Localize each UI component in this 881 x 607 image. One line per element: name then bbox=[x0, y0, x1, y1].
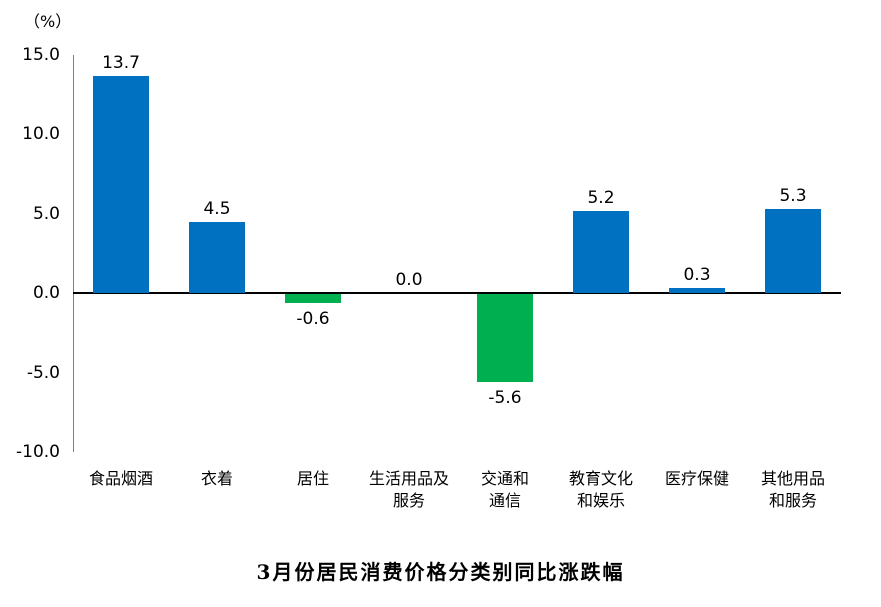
y-tick-label: -10.0 bbox=[16, 442, 60, 462]
x-category-label: 居住 bbox=[296, 469, 329, 488]
bar-居住 bbox=[285, 294, 341, 303]
bar-交通和通信 bbox=[477, 294, 533, 383]
bar-其他用品和服务 bbox=[765, 209, 821, 294]
x-axis-zero-line bbox=[73, 292, 841, 295]
bar-教育文化和娱乐 bbox=[573, 210, 629, 294]
bar-value-label: -5.6 bbox=[488, 388, 522, 409]
bar-value-label: 0.3 bbox=[683, 265, 711, 286]
bar-value-label: -0.6 bbox=[296, 308, 330, 329]
bar-value-label: 4.5 bbox=[203, 198, 231, 219]
x-category-label: 其他用品 和服务 bbox=[760, 469, 825, 510]
x-category-label: 食品烟酒 bbox=[88, 469, 153, 488]
plot-area: 13.7 食品烟酒 4.5 衣着 -0.6 居住 0.0 生活用品及 服务 -5.6 交通和 通信 5.… bbox=[73, 52, 841, 510]
y-tick-label: -5.0 bbox=[26, 362, 60, 383]
bar-食品烟酒 bbox=[93, 75, 149, 294]
bar-value-label: 5.3 bbox=[779, 186, 807, 207]
y-tick-label: 10.0 bbox=[22, 124, 60, 145]
y-tick-label: 15.0 bbox=[22, 45, 60, 65]
y-axis-line bbox=[73, 55, 74, 452]
x-category-label: 衣着 bbox=[200, 469, 233, 488]
x-category-label: 生活用品及 服务 bbox=[368, 469, 449, 510]
x-category-label: 教育文化 和娱乐 bbox=[568, 469, 633, 510]
x-category-label: 医疗保健 bbox=[664, 469, 729, 488]
y-tick-label: 5.0 bbox=[32, 203, 60, 224]
y-tick-label: 0.0 bbox=[32, 283, 60, 304]
bar-value-label: 13.7 bbox=[102, 52, 140, 73]
x-category-label: 交通和 通信 bbox=[480, 469, 529, 510]
chart-title: 3月份居民消费价格分类别同比涨跌幅 bbox=[256, 560, 625, 584]
bar-value-label: 0.0 bbox=[395, 270, 423, 291]
bar-value-label: 5.2 bbox=[587, 187, 615, 208]
bar-医疗保健 bbox=[669, 288, 725, 294]
y-axis-unit-label: （%） bbox=[24, 12, 72, 31]
bar-衣着 bbox=[189, 221, 245, 294]
